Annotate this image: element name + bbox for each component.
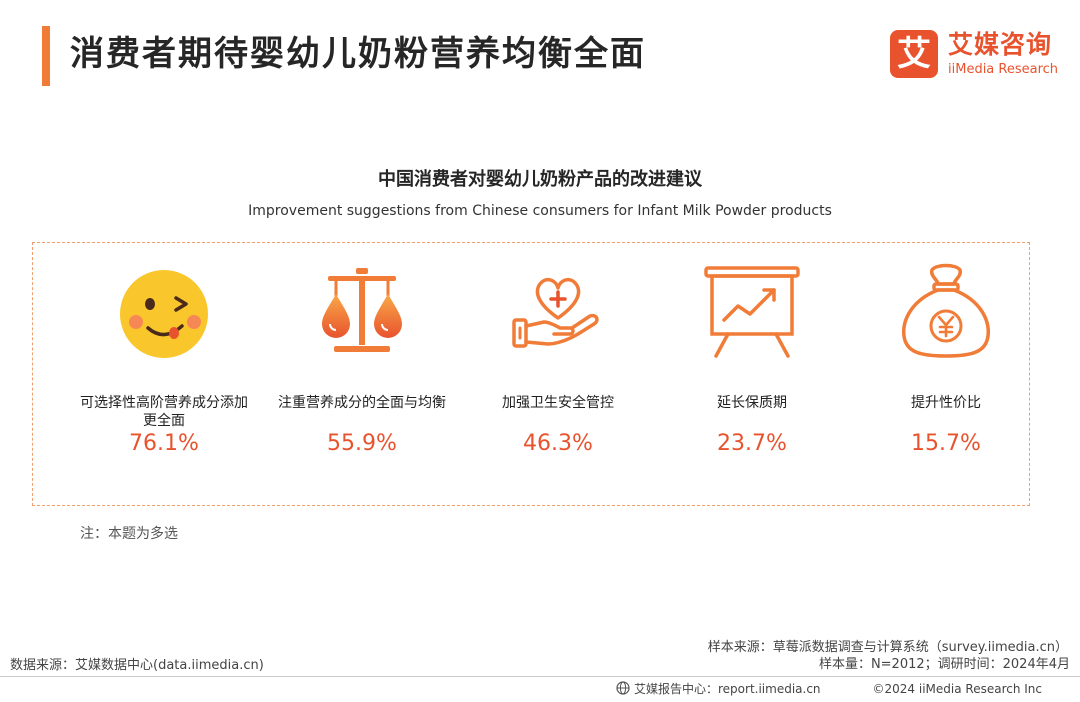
brand-logo: 艾 艾媒咨询 iiMedia Research (890, 30, 1062, 82)
suggestion-label: 可选择性高阶营养成分添加更全面 (80, 395, 248, 429)
suggestion-value: 23.7% (717, 431, 787, 456)
suggestion-item-balance: 注重营养成分的全面与均衡 55.9% (262, 262, 462, 462)
suggestion-item-shelf-life: 延长保质期 23.7% (652, 262, 852, 462)
report-center-text: 艾媒报告中心：report.iimedia.cn (634, 682, 821, 696)
suggestion-label: 延长保质期 (717, 395, 787, 411)
smiley-face-icon (120, 270, 208, 358)
suggestion-value: 46.3% (523, 431, 593, 456)
title-accent-bar (42, 26, 50, 86)
suggestion-label: 加强卫生安全管控 (502, 395, 614, 411)
data-source: 数据来源：艾媒数据中心(data.iimedia.cn) (10, 658, 264, 673)
suggestion-item-nutrition-options: 可选择性高阶营养成分添加更全面 76.1% (64, 262, 264, 462)
page-title: 消费者期待婴幼儿奶粉营养均衡全面 (70, 34, 646, 74)
suggestion-label: 提升性价比 (911, 395, 981, 411)
balance-scale-icon (322, 268, 402, 352)
suggestion-value: 15.7% (911, 431, 981, 456)
suggestion-value: 55.9% (327, 431, 397, 456)
logo-english-name: iiMedia Research (948, 62, 1059, 77)
chart-title: 中国消费者对婴幼儿奶粉产品的改进建议 (378, 169, 702, 190)
suggestion-label: 注重营养成分的全面与均衡 (278, 395, 446, 411)
suggestions-panel (32, 242, 1030, 506)
sample-size: 样本量：N=2012；调研时间：2024年4月 (818, 657, 1070, 672)
money-bag-icon (902, 263, 990, 358)
footer-divider (0, 676, 1080, 677)
suggestion-item-safety: 加强卫生安全管控 46.3% (458, 262, 658, 462)
chart-subtitle: Improvement suggestions from Chinese con… (248, 203, 832, 219)
growth-board-icon (704, 266, 800, 358)
footnote: 注：本题为多选 (80, 526, 178, 542)
suggestion-item-value-for-money: 提升性价比 15.7% (846, 262, 1046, 462)
copyright: ©2024 iiMedia Research Inc (872, 682, 1042, 696)
globe-icon (616, 681, 630, 695)
sample-source: 样本来源：草莓派数据调查与计算系统（survey.iimedia.cn） (707, 640, 1068, 655)
report-center: 艾媒报告中心：report.iimedia.cn (616, 681, 821, 697)
logo-chinese-name: 艾媒咨询 (948, 30, 1053, 59)
hand-heart-icon (512, 277, 599, 348)
suggestion-value: 76.1% (129, 431, 199, 456)
logo-mark: 艾 (890, 30, 938, 78)
